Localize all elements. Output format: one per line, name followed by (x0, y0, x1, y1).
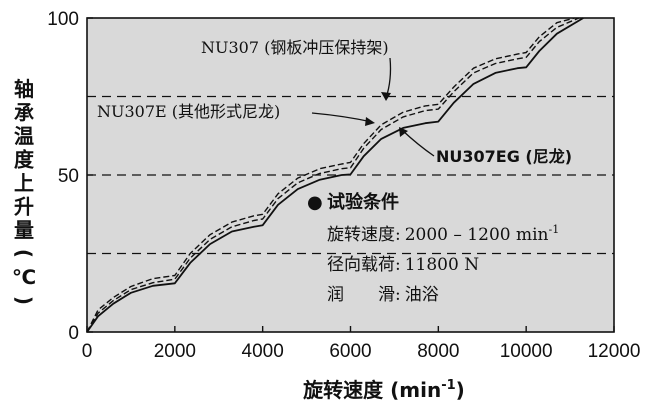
y-tick-label: 50 (58, 166, 79, 187)
y-axis-title-char: 承 (14, 101, 34, 125)
conditions-lubrication: 润 滑: 油浴 (327, 285, 439, 305)
annotation-nu307-label: NU307 (钢板冲压保持架) (201, 38, 389, 57)
x-tick-label: 10000 (500, 341, 553, 362)
y-axis-title-char: ) (12, 296, 36, 305)
y-axis-title-char: 轴 (14, 77, 34, 101)
annotation-nu307: NU307 (钢板冲压保持架) (201, 38, 392, 101)
series-line-1 (86, 17, 575, 333)
x-axis-ticks: 0 2000 4000 6000 8000 10000 12000 (82, 326, 641, 362)
annotation-nu307eg: NU307EG (尼龙) (399, 127, 572, 166)
y-tick-label: 100 (47, 9, 79, 30)
y-axis-title-char: ( (12, 249, 36, 258)
annotation-nu307eg-label: NU307EG (尼龙) (436, 147, 572, 166)
conditions-speed: 旋转速度: 2000 – 1200 min-1 (327, 223, 559, 245)
y-axis-title-char: 温 (14, 124, 34, 148)
x-tick-label: 2000 (154, 341, 196, 362)
conditions-load: 径向载荷: 11800 N (327, 255, 479, 275)
series-line-2 (86, 17, 580, 333)
y-axis-title-char: 上 (14, 171, 34, 195)
y-axis-ticks: 0 50 100 (47, 9, 93, 344)
x-tick-label: 12000 (588, 341, 641, 362)
y-axis-title-char: 度 (14, 148, 35, 172)
y-axis-title-char: 升 (14, 195, 34, 219)
x-tick-label: 0 (82, 341, 93, 362)
x-axis-title: 旋转速度 (min-1) (302, 378, 465, 402)
y-axis-title-char: 量 (14, 218, 34, 242)
series-line-3 (86, 17, 584, 333)
series-lines (86, 17, 584, 333)
x-tick-label: 8000 (417, 341, 459, 362)
conditions-title: 试验条件 (327, 191, 399, 213)
annotation-nu307e: NU307E (其他形式尼龙) (97, 102, 375, 126)
x-tick-label: 4000 (242, 341, 284, 362)
conditions-bullet: ● (307, 192, 323, 213)
y-tick-label: 0 (68, 323, 79, 344)
y-axis-title-char: ℃ (12, 265, 36, 289)
annotation-nu307e-label: NU307E (其他形式尼龙) (97, 102, 280, 121)
test-conditions: ● 试验条件 旋转速度: 2000 – 1200 min-1 径向载荷: 11800… (307, 191, 559, 305)
x-tick-label: 6000 (329, 341, 371, 362)
